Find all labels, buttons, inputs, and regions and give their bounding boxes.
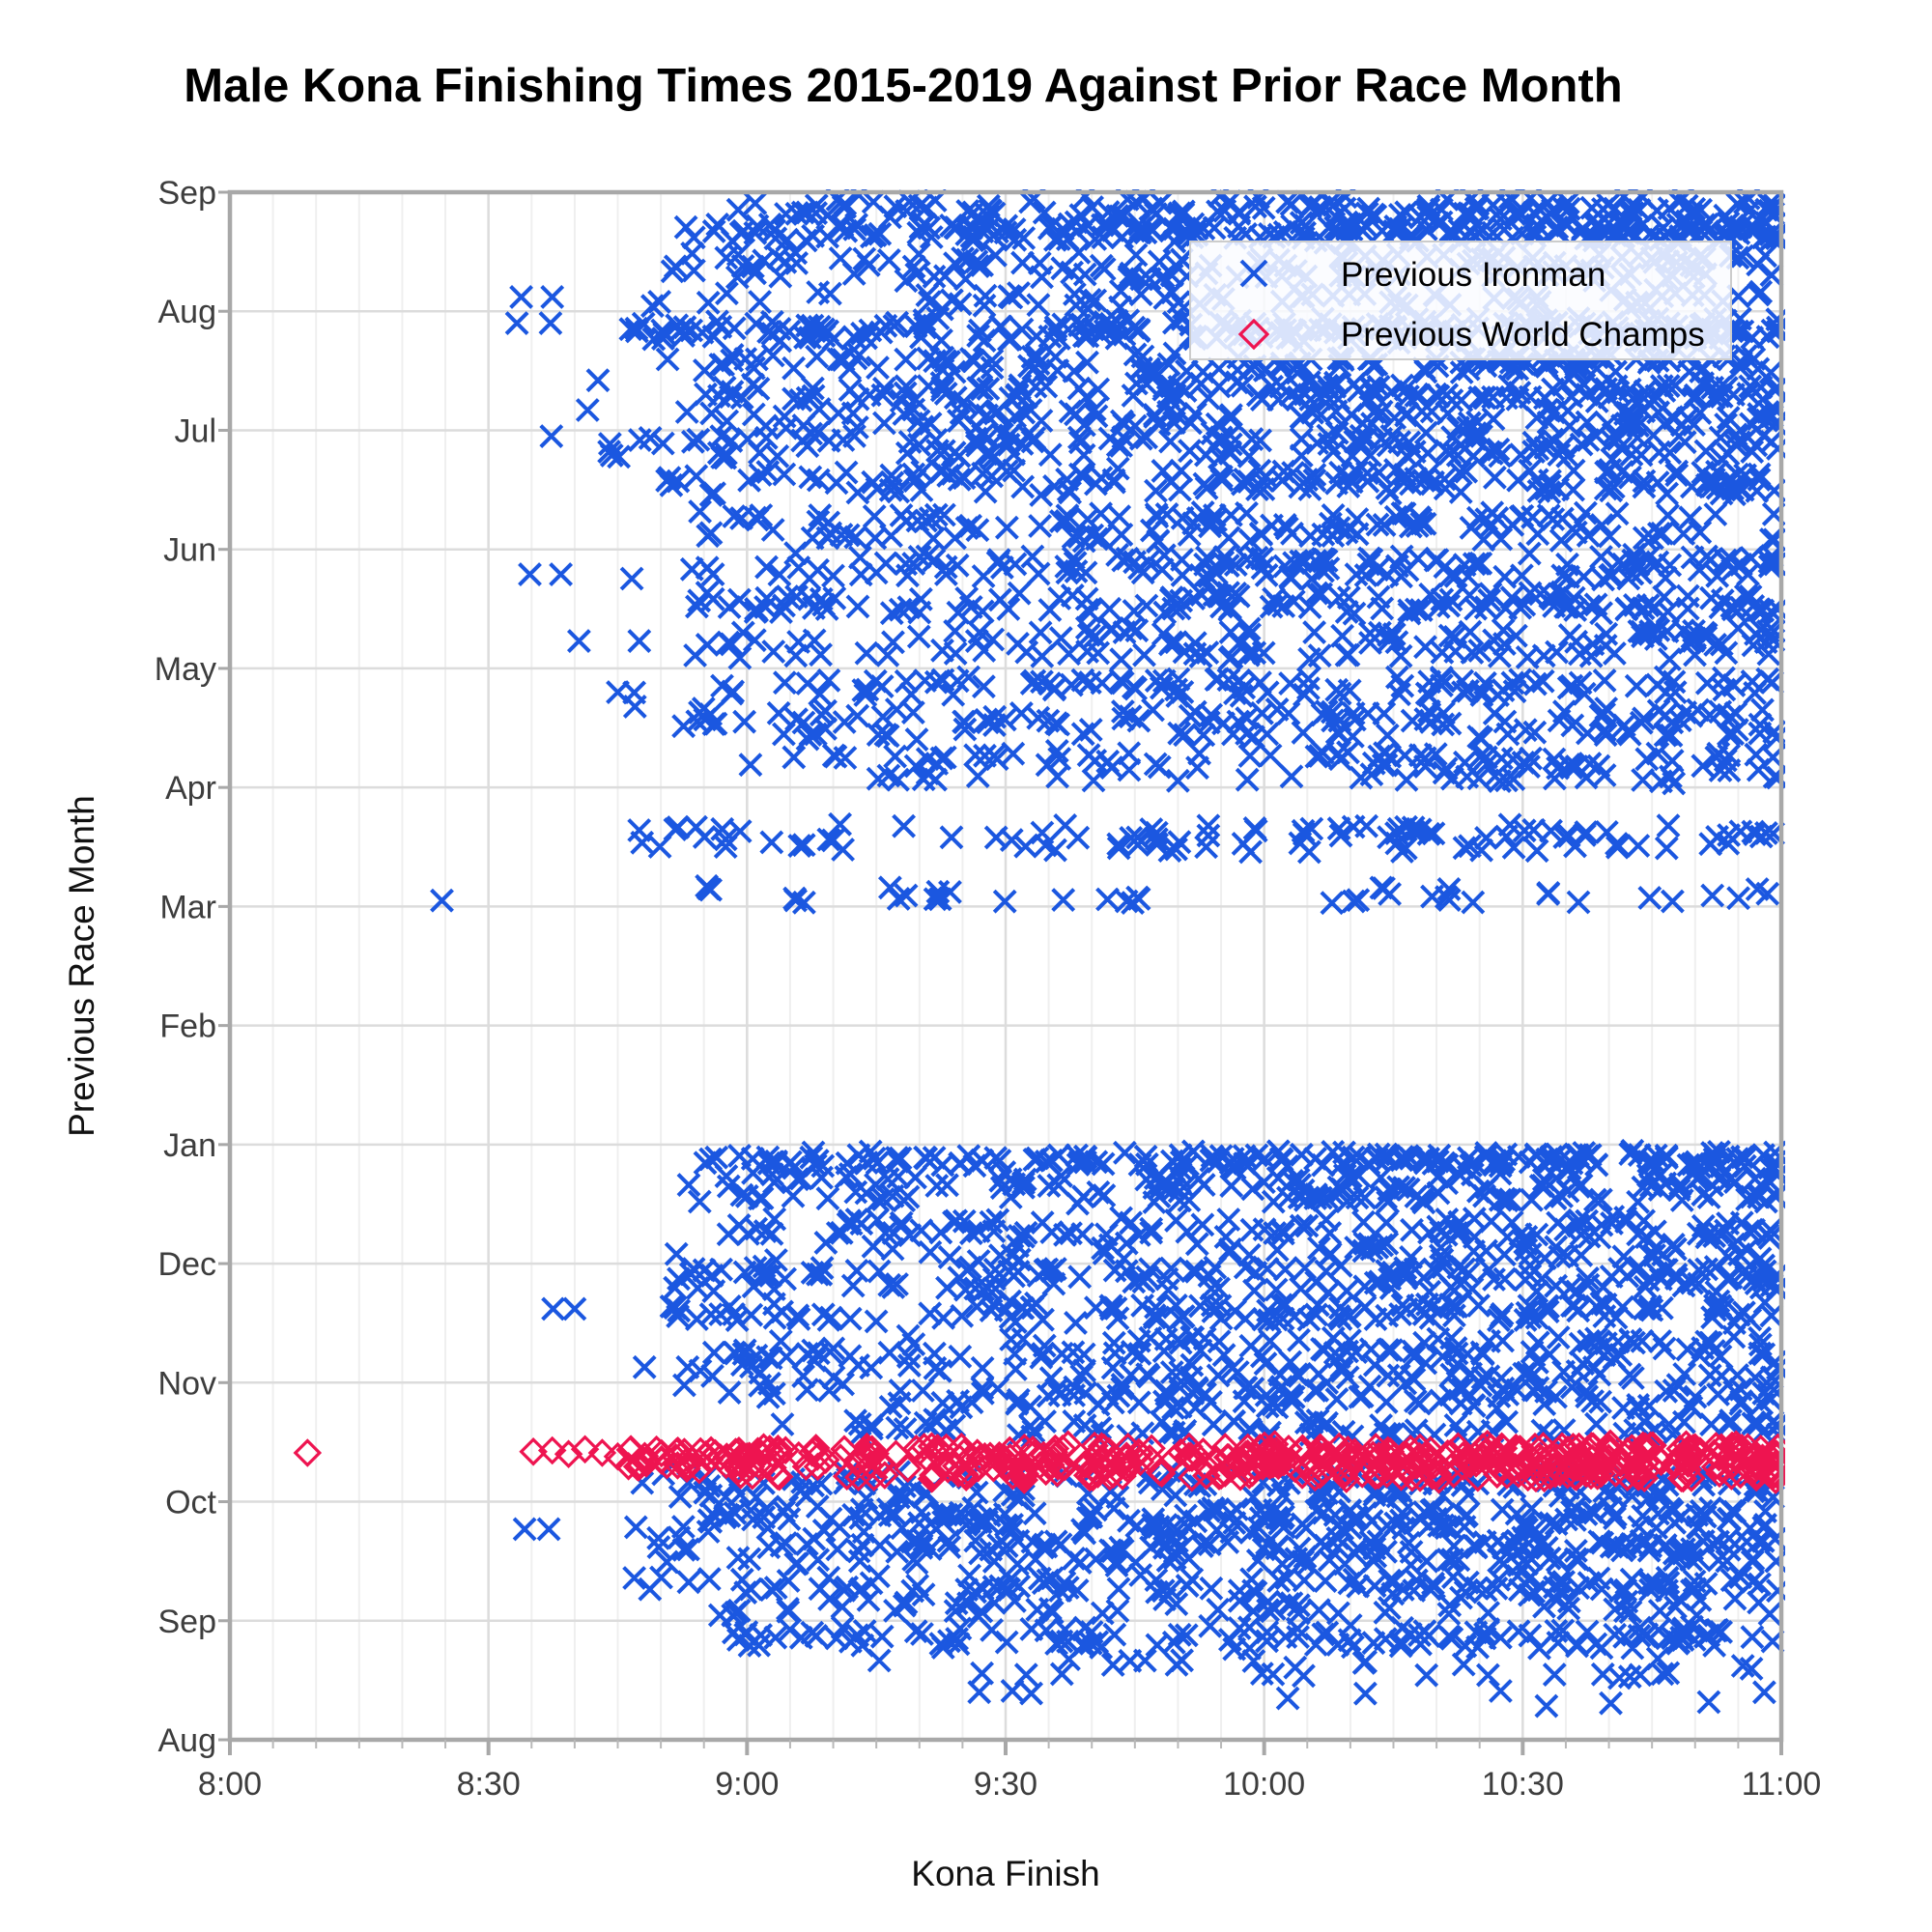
y-tick-label: Aug [158, 1722, 217, 1759]
y-tick-label: Feb [159, 1009, 216, 1045]
y-tick-label: Nov [158, 1365, 216, 1402]
legend-label-previous-world-champs: Previous World Champs [1341, 316, 1705, 354]
legend-world-champs-diamond-icon [1237, 318, 1270, 351]
axis-ticks [218, 190, 1783, 1755]
legend-box [1189, 241, 1732, 360]
y-tick-label: Jan [163, 1127, 216, 1164]
y-tick-label: Aug [158, 294, 217, 330]
y-tick-label: Dec [158, 1246, 216, 1283]
x-tick-label: 8:30 [457, 1766, 521, 1803]
legend-label-previous-ironman: Previous Ironman [1341, 256, 1605, 294]
chart-title: Male Kona Finishing Times 2015-2019 Agai… [184, 60, 1622, 112]
y-tick-label: Apr [165, 770, 216, 807]
y-tick-label: Oct [165, 1485, 216, 1521]
y-tick-label: Jun [163, 532, 216, 569]
y-tick-label: Sep [158, 175, 217, 212]
axis-tick-labels: 8:00 8:30 9:00 9:30 10:00 10:30 11:00 Aug Sep Oct… [155, 175, 1822, 1803]
x-tick-label: 10:30 [1482, 1766, 1564, 1803]
y-tick-label: Sep [158, 1604, 217, 1640]
x-tick-label: 8:00 [198, 1766, 262, 1803]
x-tick-label: 9:00 [715, 1766, 779, 1803]
legend: Previous Ironman Previous World Champs [1189, 241, 1732, 360]
y-tick-label: Jul [175, 412, 216, 449]
x-tick-label: 11:00 [1742, 1766, 1822, 1803]
legend-ironman-x-icon [1239, 259, 1268, 288]
series-points-previous-world-champs [293, 1429, 1785, 1494]
y-tick-label: Mar [159, 889, 216, 925]
x-tick-label: 10:00 [1223, 1766, 1305, 1803]
y-tick-label: May [155, 651, 216, 688]
x-tick-label: 9:30 [974, 1766, 1037, 1803]
y-axis-title: Previous Race Month [62, 795, 101, 1137]
x-axis-title: Kona Finish [911, 1854, 1099, 1893]
